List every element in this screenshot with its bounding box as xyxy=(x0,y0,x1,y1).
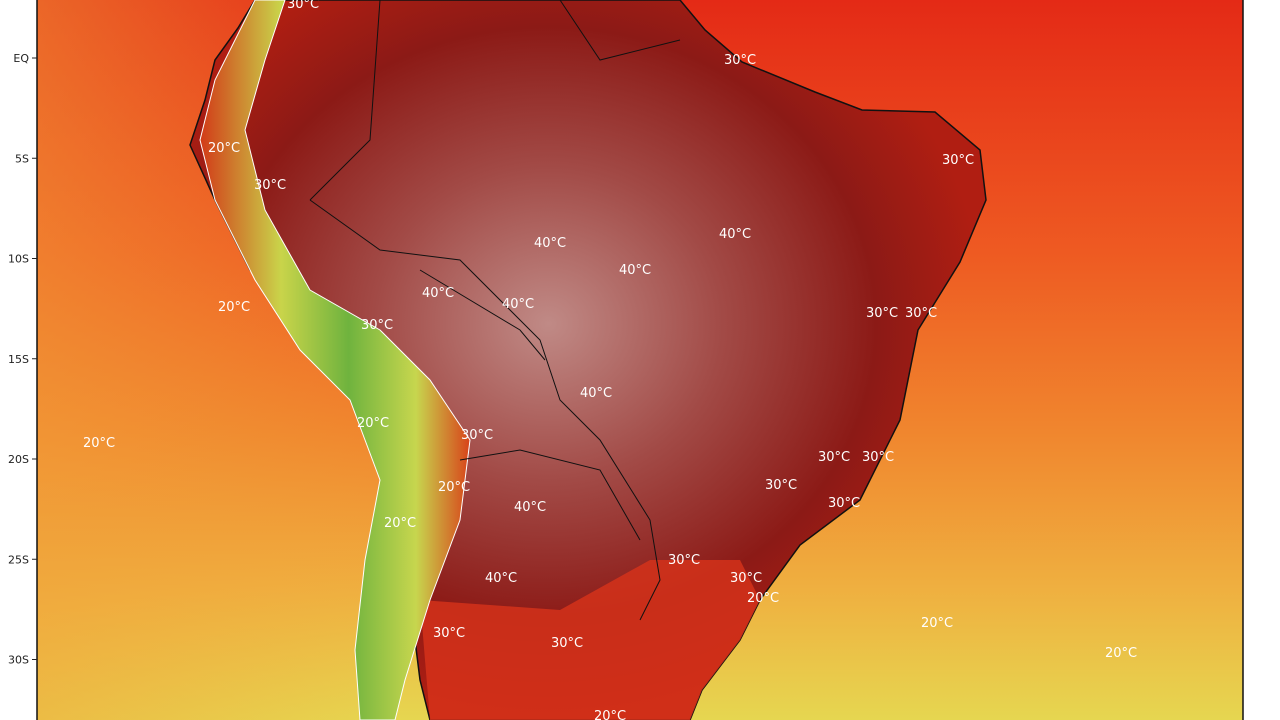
contour-label: 20°C xyxy=(1105,646,1137,661)
latitude-tick-label: 15S xyxy=(8,353,29,366)
contour-label: 40°C xyxy=(619,263,651,278)
contour-label: 30°C xyxy=(551,636,583,651)
latitude-tick-label: 30S xyxy=(8,654,29,667)
latitude-axis: EQ 5S 10S 15S 20S 25S 30S xyxy=(8,52,37,667)
contour-label: 20°C xyxy=(594,709,626,720)
contour-label: 40°C xyxy=(485,571,517,586)
latitude-tick-label: EQ xyxy=(13,52,29,65)
contour-label: 40°C xyxy=(422,286,454,301)
country-borders xyxy=(309,0,681,621)
contour-label: 30°C xyxy=(433,626,465,641)
contour-label: 30°C xyxy=(730,571,762,586)
contour-label: 30°C xyxy=(461,428,493,443)
latitude-tick-label: 20S xyxy=(8,453,29,466)
contour-label: 40°C xyxy=(514,500,546,515)
contour-label: 30°C xyxy=(287,0,319,12)
contour-label: 30°C xyxy=(254,178,286,193)
contour-label: 30°C xyxy=(818,450,850,465)
latitude-tick-label: 10S xyxy=(8,253,29,266)
contour-label: 20°C xyxy=(357,416,389,431)
contour-label: 30°C xyxy=(765,478,797,493)
andes-band xyxy=(199,0,471,720)
contour-label: 20°C xyxy=(218,300,250,315)
contour-label: 40°C xyxy=(580,386,612,401)
latitude-tick-label: 5S xyxy=(15,152,29,165)
map-frame xyxy=(36,0,1244,720)
contour-label: 40°C xyxy=(719,227,751,242)
contour-label: 40°C xyxy=(502,297,534,312)
contour-label: 20°C xyxy=(747,591,779,606)
contour-label: 30°C xyxy=(361,318,393,333)
contour-label: 30°C xyxy=(828,496,860,511)
contour-label: 30°C xyxy=(668,553,700,568)
contour-label: 40°C xyxy=(534,236,566,251)
contour-labels: 30°C 30°C 30°C 20°C 30°C 40°C 40°C 40°C 40°C 40°C… xyxy=(83,0,1137,720)
contour-label: 20°C xyxy=(208,141,240,156)
contour-label: 30°C xyxy=(942,153,974,168)
southern-cone-heat xyxy=(420,560,760,720)
latitude-tick-label: 25S xyxy=(8,553,29,566)
contour-label: 30°C xyxy=(866,306,898,321)
contour-label: 20°C xyxy=(921,616,953,631)
contour-label: 30°C xyxy=(724,53,756,68)
contour-label: 20°C xyxy=(438,480,470,495)
contour-label: 30°C xyxy=(862,450,894,465)
contour-label: 20°C xyxy=(384,516,416,531)
contour-label: 20°C xyxy=(83,436,115,451)
contour-label: 30°C xyxy=(905,306,937,321)
